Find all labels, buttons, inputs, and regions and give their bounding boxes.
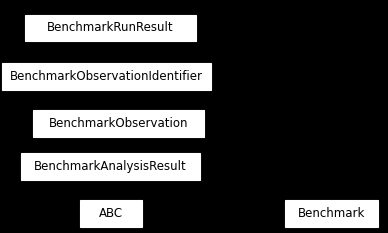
FancyBboxPatch shape	[25, 14, 196, 41]
FancyBboxPatch shape	[21, 153, 200, 180]
FancyBboxPatch shape	[80, 200, 142, 226]
FancyBboxPatch shape	[33, 110, 204, 137]
FancyBboxPatch shape	[285, 200, 378, 226]
Text: BenchmarkRunResult: BenchmarkRunResult	[47, 21, 174, 34]
Text: BenchmarkAnalysisResult: BenchmarkAnalysisResult	[34, 160, 187, 173]
Text: BenchmarkObservation: BenchmarkObservation	[48, 117, 188, 130]
FancyBboxPatch shape	[2, 63, 211, 90]
Text: BenchmarkObservationIdentifier: BenchmarkObservationIdentifier	[10, 70, 203, 83]
Text: Benchmark: Benchmark	[298, 207, 365, 220]
Text: ABC: ABC	[99, 207, 123, 220]
